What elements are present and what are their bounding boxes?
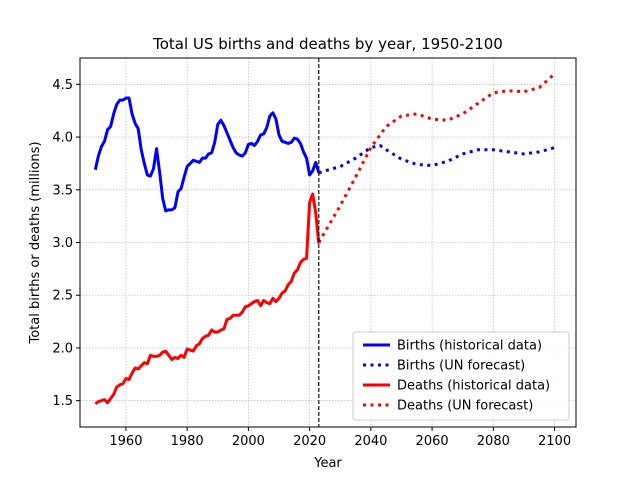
legend-label: Births (historical data) (397, 339, 542, 354)
legend-box (352, 331, 570, 421)
x-tick-label: 1960 (109, 434, 142, 449)
y-tick-label: 2.0 (52, 341, 73, 356)
y-tick-label: 2.5 (52, 289, 73, 304)
x-tick-label: 2080 (477, 434, 510, 449)
series-line-0 (93, 96, 321, 213)
y-tick-label: 4.5 (52, 78, 73, 93)
series-layer (93, 72, 556, 406)
legend-label: Deaths (historical data) (397, 379, 550, 394)
x-tick-label: 2020 (293, 434, 326, 449)
x-tick-label: 2040 (354, 434, 387, 449)
series-line-2 (94, 192, 321, 406)
tick-layer: 1960 1980 2000 2020 2040 2060 2080 2100 1.5 2.0 2.… (52, 78, 571, 449)
y-tick-label: 3.5 (52, 183, 73, 198)
y-tick-label: 3.0 (52, 236, 73, 251)
legend-label: Deaths (UN forecast) (397, 399, 533, 414)
x-tick-label: 2100 (538, 434, 571, 449)
chart-title: Total US births and deaths by year, 1950… (152, 35, 503, 53)
x-axis-label: Year (313, 456, 342, 471)
x-tick-label: 1980 (171, 434, 204, 449)
legend-label: Births (UN forecast) (397, 359, 525, 374)
x-tick-label: 2060 (416, 434, 449, 449)
x-tick-label: 2000 (232, 434, 265, 449)
y-axis-label: Total births or deaths (millions) (28, 141, 43, 344)
y-tick-label: 4.0 (52, 131, 73, 146)
y-tick-label: 1.5 (52, 394, 73, 409)
legend: Births (historical data) Births (UN forec… (352, 331, 570, 421)
